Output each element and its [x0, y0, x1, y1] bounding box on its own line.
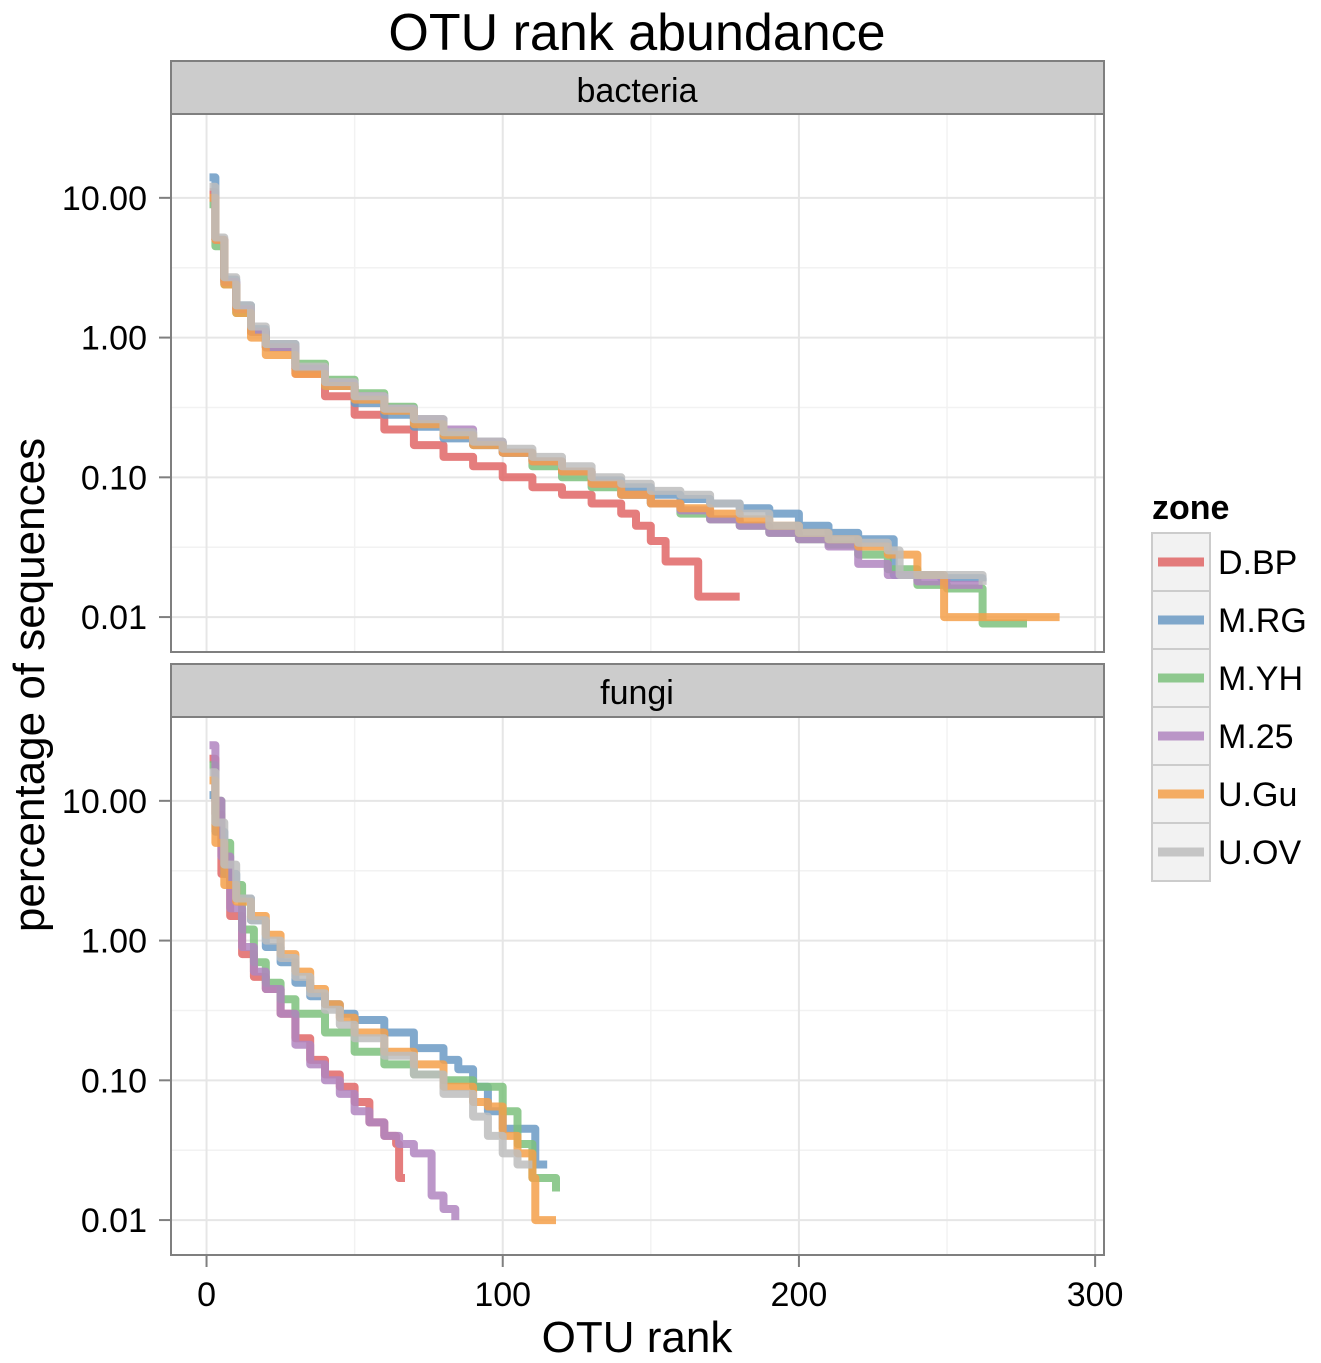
legend-label: M.YH: [1218, 660, 1303, 698]
legend-label: U.OV: [1218, 834, 1301, 872]
y-tick-label: 1.00: [81, 923, 147, 961]
legend: zone D.BP M.RG M.YH M.25 U.Gu U.OV: [1151, 489, 1307, 882]
x-tick-label: 0: [197, 1276, 216, 1314]
series-line-u-ov-bacteria: [209, 182, 987, 585]
x-tick-label: 300: [1067, 1276, 1124, 1314]
facet-label-bacteria: bacteria: [577, 72, 698, 110]
y-tick-label: 1.00: [81, 320, 147, 358]
facet-strip-bg: [170, 60, 1105, 115]
y-tick-label: 0.01: [81, 1202, 147, 1240]
y-tick-label: 0.01: [81, 599, 147, 637]
chart-title: OTU rank abundance: [388, 4, 885, 62]
x-tick-label: 200: [771, 1276, 828, 1314]
legend-label: M.25: [1218, 718, 1294, 756]
legend-label: U.Gu: [1218, 776, 1297, 814]
y-tick-label: 0.10: [81, 1062, 147, 1100]
y-axis-bacteria: 0.01 0.10 1.00 10.00: [62, 180, 171, 637]
x-tick-label: 100: [474, 1276, 531, 1314]
y-tick-label: 0.10: [81, 459, 147, 497]
legend-title: zone: [1152, 489, 1229, 527]
y-axis-label: percentage of sequences: [5, 438, 54, 932]
legend-entries: D.BP M.RG M.YH M.25 U.Gu U.OV: [1151, 532, 1307, 882]
y-tick-label: 10.00: [62, 180, 147, 218]
series-line-u-ov-fungi: [209, 768, 533, 1169]
y-tick-label: 10.00: [62, 783, 147, 821]
series-layer: [209, 173, 1060, 1225]
y-axis-fungi: 0.01 0.10 1.00 10.00: [62, 783, 171, 1240]
x-axis-label: OTU rank: [542, 1313, 734, 1358]
x-axis: 0 100 200 300: [197, 1255, 1123, 1314]
legend-key-border: [1151, 822, 1211, 882]
facet-strip-fungi: fungi: [170, 663, 1105, 718]
legend-label: M.RG: [1218, 602, 1307, 640]
facet-label-fungi: fungi: [600, 674, 674, 712]
facet-strip-bg: [170, 663, 1105, 718]
legend-label: D.BP: [1218, 544, 1297, 582]
facet-strip-bacteria: bacteria: [170, 60, 1105, 115]
series-line-m-25-fungi: [209, 741, 460, 1221]
